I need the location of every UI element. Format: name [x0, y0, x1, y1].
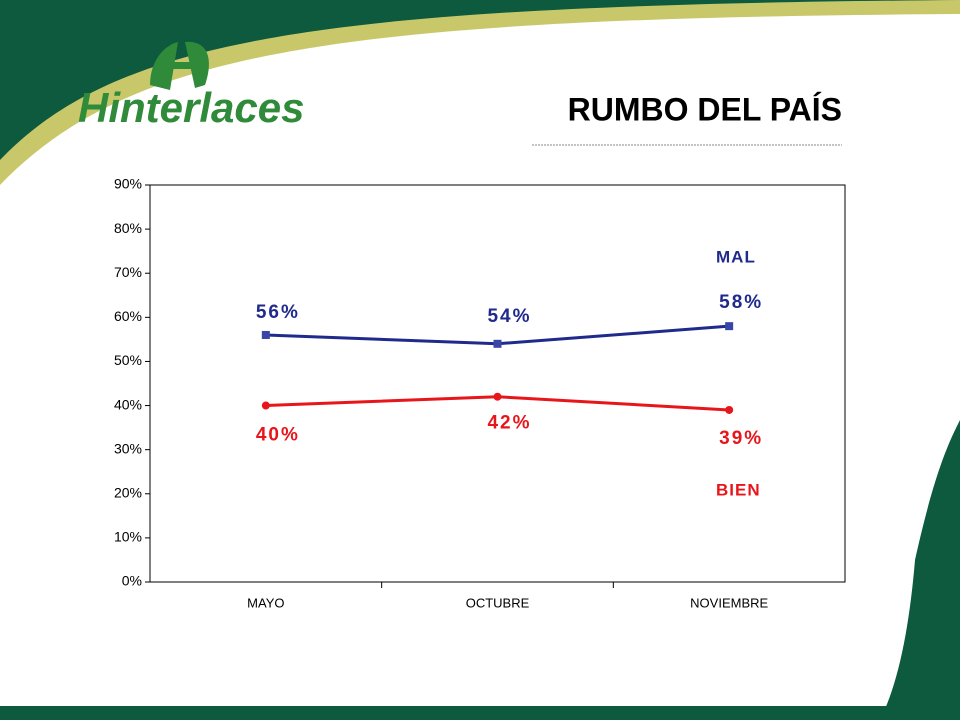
- y-tick-label: 60%: [114, 308, 142, 324]
- marker: [261, 401, 270, 410]
- x-tick-label: OCTUBRE: [466, 595, 530, 610]
- plot-area: [149, 184, 846, 583]
- frame-bottom: [0, 706, 960, 720]
- marker: [725, 322, 734, 331]
- logo-emblem: [150, 41, 209, 90]
- marker: [493, 339, 502, 348]
- value-label: 39%: [719, 428, 763, 449]
- plot: 0% 10% 20% 30% 40% 50% 60% 70% 80% 90% MAYO OCTUBRE…: [114, 176, 769, 611]
- value-label: 58%: [719, 292, 763, 313]
- y-tick-label: 80%: [114, 220, 142, 236]
- marker: [725, 405, 734, 414]
- logo-text: Hinterlaces: [78, 84, 304, 131]
- marker: [493, 392, 502, 401]
- value-label: 54%: [487, 306, 531, 327]
- value-label: 40%: [256, 425, 300, 446]
- y-tick-label: 50%: [114, 352, 142, 368]
- y-tick-label: 30%: [114, 440, 142, 456]
- frame-right: [880, 420, 960, 720]
- frame-stripe: [0, 0, 960, 185]
- y-tick-label: 0%: [122, 573, 142, 589]
- value-label: 56%: [256, 302, 300, 323]
- y-tick-label: 20%: [114, 484, 142, 500]
- series-name: BIEN: [716, 480, 761, 499]
- series-name: MAL: [716, 247, 756, 266]
- y-tick-label: 90%: [114, 176, 142, 192]
- marker: [261, 330, 270, 339]
- chart-title: RUMBO DEL PAÍS: [568, 91, 842, 127]
- y-tick-label: 70%: [114, 264, 142, 280]
- y-tick-label: 40%: [114, 396, 142, 412]
- value-label: 42%: [487, 413, 531, 434]
- x-tick-label: MAYO: [247, 595, 284, 610]
- y-tick-label: 10%: [114, 529, 142, 545]
- x-tick-label: NOVIEMBRE: [690, 595, 768, 610]
